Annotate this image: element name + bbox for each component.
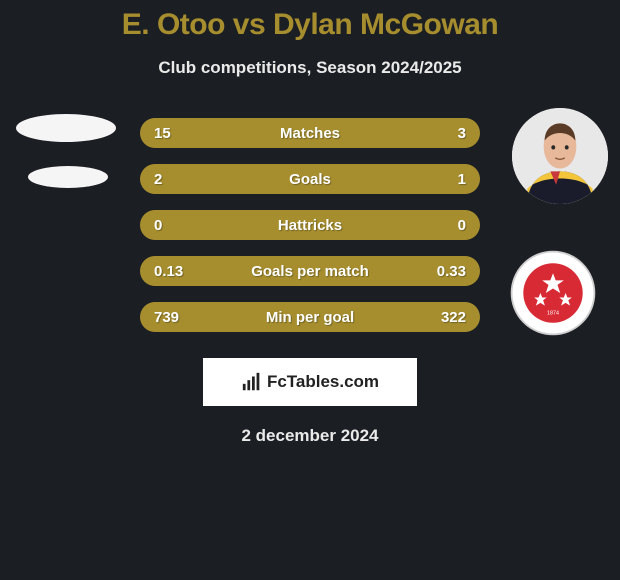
subtitle: Club competitions, Season 2024/2025 [0,58,620,78]
avatar-placeholder-shape [16,114,116,142]
root: E. Otoo vs Dylan McGowan Club competitio… [0,0,620,446]
page-title: E. Otoo vs Dylan McGowan [0,8,620,42]
date-label: 2 december 2024 [0,426,620,446]
stat-right-value: 0.33 [437,263,466,280]
stat-rows: 15 Matches 3 2 Goals 1 0 Hattricks 0 0.1… [140,118,480,332]
player-portrait-icon [512,108,608,204]
stat-left-value: 2 [154,171,162,188]
stat-row-hattricks: 0 Hattricks 0 [140,210,480,240]
stat-left-value: 739 [154,309,179,326]
stat-row-matches: 15 Matches 3 [140,118,480,148]
avatar-placeholder-shape [28,166,108,188]
stat-label: Hattricks [278,217,342,234]
comparison-panel: 1874 15 Matches 3 2 Goals 1 0 Hattricks … [0,118,620,332]
stat-row-goals: 2 Goals 1 [140,164,480,194]
club-year: 1874 [547,311,559,317]
stat-right-value: 322 [441,309,466,326]
stat-right-value: 1 [458,171,466,188]
player-left-avatar [8,114,108,214]
source-logo: FcTables.com [203,358,417,406]
stat-right-value: 3 [458,125,466,142]
club-right-badge: 1874 [508,248,598,338]
stat-row-min-per-goal: 739 Min per goal 322 [140,302,480,332]
bar-chart-icon [241,371,263,393]
stat-left-value: 0 [154,217,162,234]
club-crest-icon: 1874 [508,248,598,338]
stat-label: Goals [289,171,331,188]
stat-right-value: 0 [458,217,466,234]
stat-label: Goals per match [251,263,369,280]
stat-label: Min per goal [266,309,354,326]
player-right-avatar [512,108,608,204]
stat-label: Matches [280,125,340,142]
stat-row-goals-per-match: 0.13 Goals per match 0.33 [140,256,480,286]
source-logo-text: FcTables.com [267,372,379,392]
stat-left-value: 0.13 [154,263,183,280]
stat-left-value: 15 [154,125,171,142]
